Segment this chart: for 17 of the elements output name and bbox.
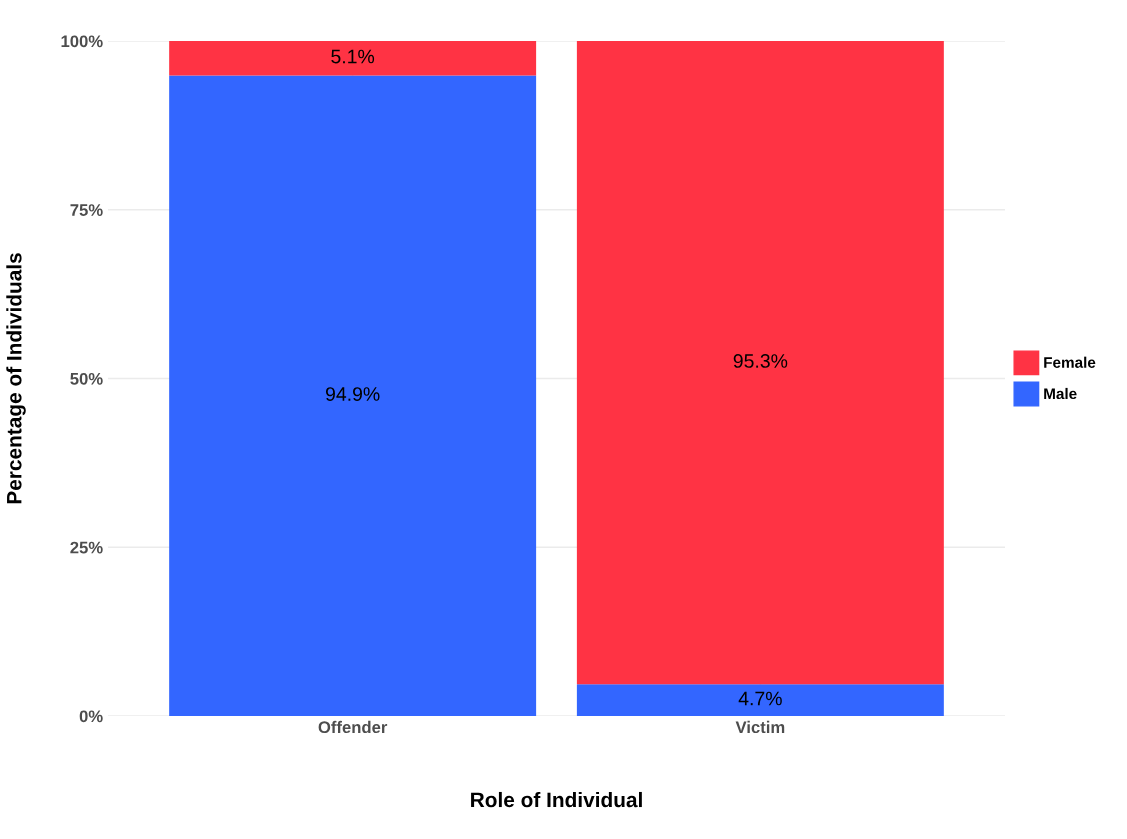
data-label: 5.1% (331, 49, 375, 64)
x-tick-label: Victim (735, 720, 785, 734)
x-axis-title: Role of Individual (471, 791, 642, 808)
legend-label: Male (1044, 387, 1077, 400)
data-label: 94.9% (325, 387, 380, 401)
y-tick-label: 100% (61, 35, 103, 48)
bar (169, 41, 537, 76)
y-tick-label: 0% (79, 710, 103, 723)
bar (576, 684, 944, 716)
y-tick-label: 25% (70, 541, 103, 554)
data-label: 95.3% (733, 354, 788, 368)
data-label: 4.7% (738, 691, 782, 706)
legend-label: Female (1044, 356, 1096, 368)
x-tick-label: Offender (318, 720, 388, 734)
y-axis-title: Percentage of Individuals (6, 253, 26, 504)
y-tick-label: 75% (70, 204, 103, 216)
y-tick-label: 50% (70, 372, 103, 385)
